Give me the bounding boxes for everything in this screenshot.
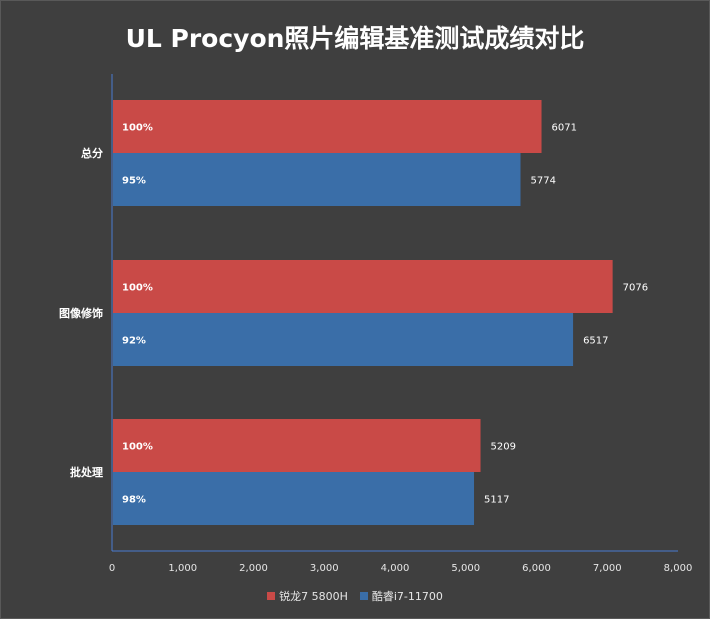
- chart-title: UL Procyon照片编辑基准测试成绩对比: [125, 24, 585, 53]
- bar-percent-label: 100%: [122, 283, 153, 294]
- legend-swatch-series-2: [359, 592, 368, 600]
- bar: [113, 100, 542, 153]
- legend-label-series-2: 酷睿i7-11700: [371, 590, 443, 603]
- x-tick-label: 0: [109, 563, 115, 574]
- bar-value-label: 6071: [552, 123, 577, 134]
- legend-item-series-1: 锐龙7 5800H: [267, 588, 348, 604]
- bar-value-label: 5117: [484, 495, 509, 506]
- legend-label-series-1: 锐龙7 5800H: [279, 590, 348, 603]
- legend-swatch-series-1: [267, 592, 276, 600]
- bar-value-label: 5774: [531, 176, 556, 187]
- x-tick-label: 8,000: [664, 563, 693, 574]
- x-tick-label: 4,000: [381, 563, 410, 574]
- x-tick-label: 1,000: [168, 563, 197, 574]
- bar-percent-label: 100%: [122, 442, 153, 453]
- bar-percent-label: 92%: [122, 336, 146, 347]
- bar: [113, 153, 521, 206]
- x-tick-label: 3,000: [310, 563, 339, 574]
- y-category-label: 图像修饰: [59, 306, 103, 320]
- bar-percent-label: 95%: [122, 176, 146, 187]
- bar: [113, 419, 481, 472]
- y-category-label: 总分: [81, 146, 103, 160]
- bar: [113, 260, 613, 313]
- x-tick-label: 6,000: [522, 563, 551, 574]
- bar-value-label: 6517: [583, 336, 608, 347]
- legend-item-series-2: 酷睿i7-11700: [359, 588, 443, 604]
- y-category-label: 批处理: [70, 465, 103, 479]
- x-tick-label: 7,000: [593, 563, 622, 574]
- x-tick-label: 5,000: [451, 563, 480, 574]
- bar: [113, 313, 574, 366]
- x-tick-label: 2,000: [239, 563, 268, 574]
- bar-value-label: 7076: [623, 283, 648, 294]
- legend: 锐龙7 5800H 酷睿i7-11700: [1, 588, 709, 604]
- bar-percent-label: 98%: [122, 495, 146, 506]
- bar-value-label: 5209: [491, 442, 516, 453]
- bar: [113, 472, 475, 525]
- bar-percent-label: 100%: [122, 123, 153, 134]
